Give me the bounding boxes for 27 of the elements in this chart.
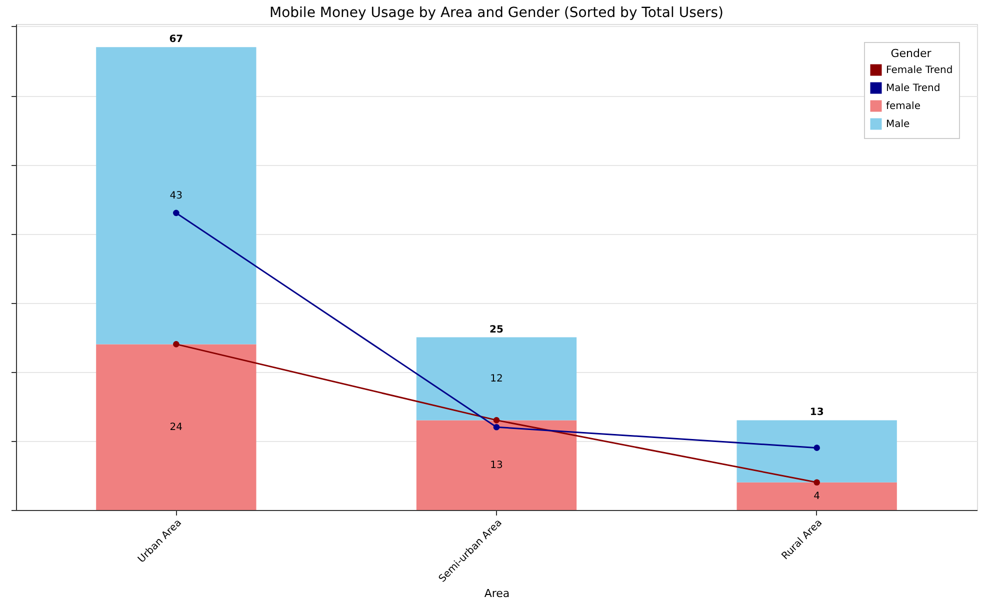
legend-label: Male Trend — [886, 83, 940, 94]
bar — [736, 482, 897, 510]
legend-label: Male — [886, 119, 910, 130]
data-label: 43 — [170, 190, 183, 202]
data-label: 24 — [170, 422, 183, 434]
total-label: 67 — [169, 34, 184, 46]
chart-title: Mobile Money Usage by Area and Gender (Sorted by Total Users) — [270, 5, 724, 21]
legend-title: Gender — [890, 47, 932, 60]
legend-label: female — [886, 101, 920, 112]
x-axis-title: Area — [484, 587, 510, 600]
legend-label: Female Trend — [886, 65, 953, 76]
total-label: 13 — [810, 407, 824, 418]
point — [814, 479, 820, 486]
point — [173, 210, 180, 216]
bar — [416, 420, 577, 510]
data-label: 12 — [490, 374, 503, 385]
point — [493, 424, 500, 430]
point — [493, 417, 500, 424]
bar — [736, 420, 897, 482]
bar — [96, 47, 256, 344]
data-label: 4 — [814, 491, 820, 502]
bar — [416, 337, 577, 420]
point — [814, 444, 820, 451]
bar — [96, 344, 256, 510]
point — [173, 341, 180, 348]
total-label: 25 — [490, 324, 504, 336]
data-label: 13 — [490, 460, 503, 472]
